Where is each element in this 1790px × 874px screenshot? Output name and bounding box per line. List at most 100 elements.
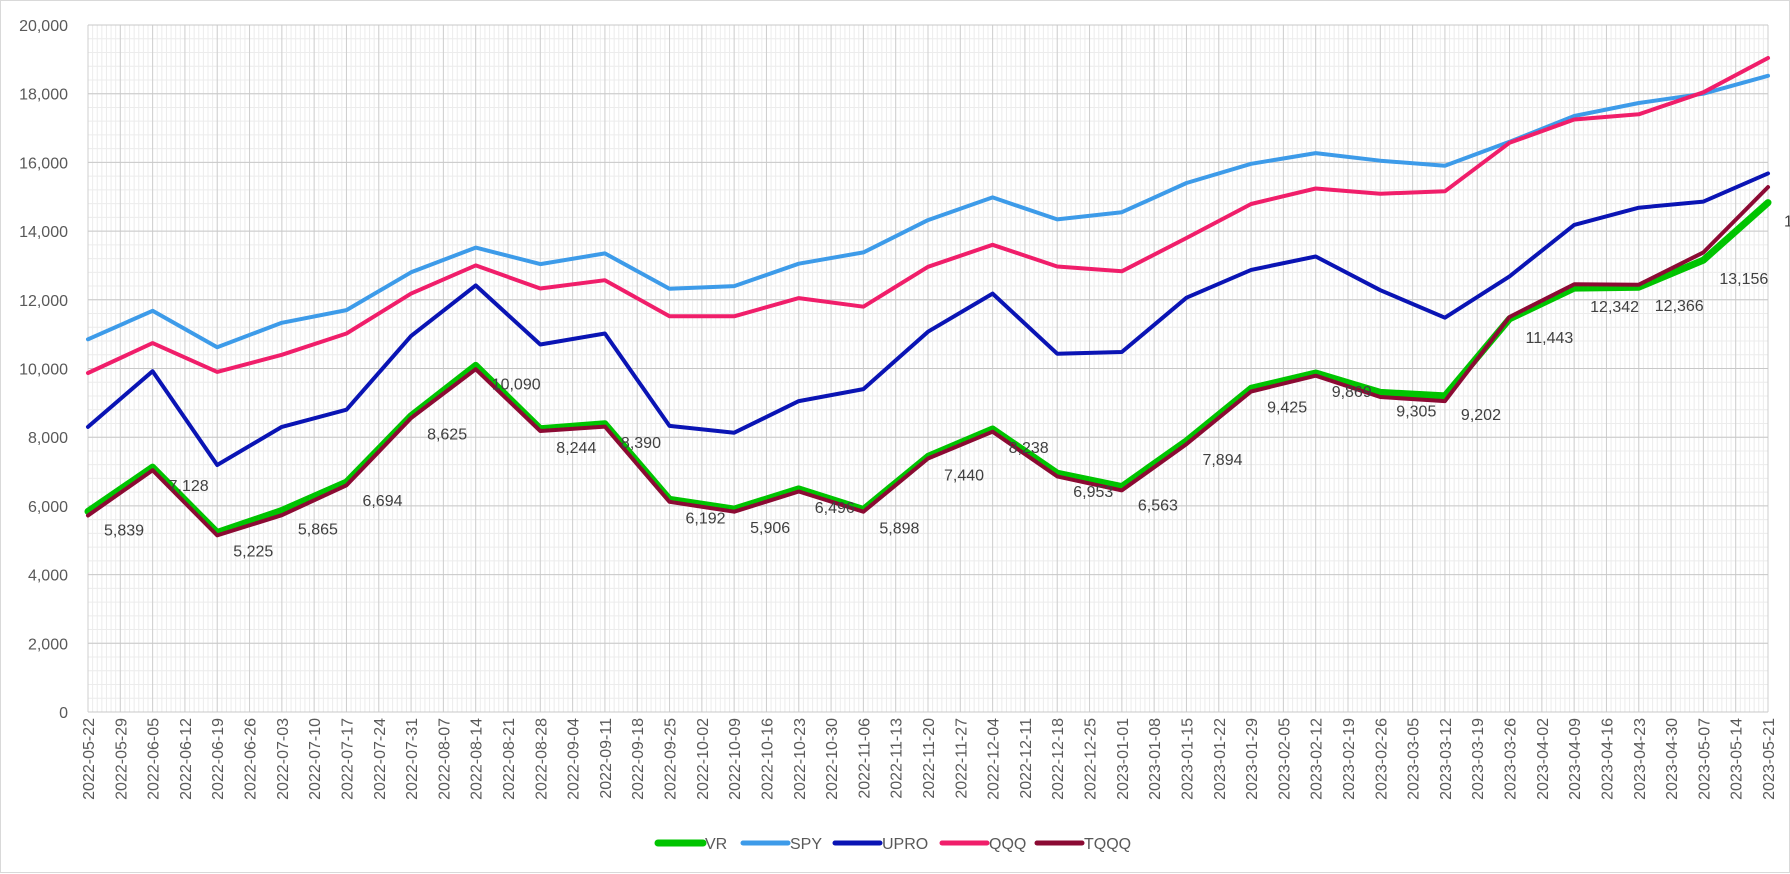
- x-tick-label: 2023-02-26: [1373, 718, 1390, 800]
- x-tick-label: 2022-07-31: [404, 718, 421, 800]
- x-tick-label: 2023-01-01: [1115, 718, 1132, 800]
- x-tick-label: 2022-06-12: [178, 718, 195, 800]
- data-label: 8,390: [621, 435, 661, 452]
- legend-label-qqq: QQQ: [989, 836, 1026, 853]
- x-tick-label: 2022-07-17: [339, 718, 356, 800]
- x-tick-label: 2022-08-14: [469, 718, 486, 800]
- data-label: 12,366: [1655, 298, 1704, 315]
- x-tick-label: 2022-10-16: [759, 718, 776, 800]
- y-tick-label: 6,000: [28, 499, 68, 516]
- x-tick-label: 2022-09-04: [566, 718, 583, 800]
- x-tick-label: 2023-02-12: [1309, 718, 1326, 800]
- data-label: 6,953: [1073, 484, 1113, 501]
- x-tick-label: 2022-06-26: [243, 718, 260, 800]
- x-tick-label: 2022-09-11: [598, 718, 615, 799]
- x-tick-label: 2022-11-27: [953, 718, 970, 799]
- series-line-spy: [86, 73, 1770, 350]
- data-label: 8,625: [427, 427, 467, 444]
- x-tick-label: 2023-01-29: [1244, 718, 1261, 800]
- x-tick-label: 2022-12-04: [986, 718, 1003, 800]
- x-tick-label: 2023-02-19: [1341, 718, 1358, 800]
- x-tick-label: 2022-12-25: [1083, 718, 1100, 800]
- data-label: 7,894: [1202, 452, 1242, 469]
- x-tick-label: 2022-10-02: [695, 718, 712, 800]
- data-label: 6,694: [362, 493, 402, 510]
- data-label: 13,156: [1719, 271, 1768, 288]
- x-tick-label: 2023-04-02: [1535, 718, 1552, 800]
- x-tick-label: 2023-04-09: [1567, 718, 1584, 800]
- x-tick-label: 2022-07-10: [307, 718, 324, 800]
- x-tick-label: 2022-07-03: [275, 718, 292, 800]
- x-tick-label: 2023-01-08: [1147, 718, 1164, 800]
- data-label: 9,425: [1267, 399, 1307, 416]
- x-tick-label: 2022-09-25: [663, 718, 680, 800]
- data-labels: 5,839 7,128 5,225 5,865 6,694 8,625 10,090 8,24…: [104, 214, 1790, 561]
- x-tick-label: 2023-02-05: [1276, 718, 1293, 800]
- data-label: 7,440: [944, 467, 984, 484]
- data-label: 6,192: [686, 510, 726, 527]
- y-tick-label: 10,000: [19, 362, 68, 379]
- x-tick-label: 2023-04-16: [1599, 718, 1616, 800]
- data-label: 8,244: [556, 440, 596, 457]
- x-tick-label: 2022-09-18: [630, 718, 647, 800]
- legend-label-tqqq: TQQQ: [1084, 836, 1131, 853]
- y-tick-label: 12,000: [19, 293, 68, 310]
- data-label: 5,906: [750, 520, 790, 537]
- x-tick-label: 2022-12-18: [1050, 718, 1067, 800]
- x-tick-label: 2023-05-21: [1761, 718, 1778, 800]
- data-label: 5,839: [104, 522, 144, 539]
- data-label: 7,128: [169, 478, 209, 495]
- x-tick-label: 2023-03-05: [1406, 718, 1423, 800]
- data-label: 11,443: [1526, 330, 1574, 347]
- x-tick-label: 2022-06-19: [210, 718, 227, 800]
- grid: [87, 24, 1769, 713]
- data-label: 10,090: [492, 376, 541, 393]
- y-tick-label: 18,000: [19, 87, 68, 104]
- x-tick-label: 2022-05-29: [113, 718, 130, 800]
- x-tick-label: 2023-01-15: [1179, 718, 1196, 800]
- y-tick-label: 0: [59, 705, 68, 722]
- y-tick-label: 4,000: [28, 568, 68, 585]
- legend-label-upro: UPRO: [882, 836, 928, 853]
- legend-label-vr: VR: [705, 836, 727, 853]
- x-tick-label: 2022-08-28: [533, 718, 550, 800]
- series-line-tqqq: [86, 185, 1770, 538]
- x-tick-label: 2022-07-24: [372, 718, 389, 800]
- y-tick-label: 14,000: [19, 224, 68, 241]
- series-line-qqq: [86, 56, 1770, 375]
- x-tick-label: 2023-05-14: [1729, 718, 1746, 800]
- x-tick-label: 2022-11-20: [921, 718, 938, 799]
- series-lines: [84, 56, 1772, 538]
- data-label: 14,829: [1784, 214, 1790, 231]
- data-label: 9,202: [1461, 407, 1501, 424]
- data-label: 8,238: [1009, 440, 1049, 457]
- x-tick-label: 2022-10-30: [824, 718, 841, 800]
- legend: VR SPY UPRO QQQ TQQQ: [654, 836, 1131, 853]
- x-tick-label: 2022-12-11: [1018, 718, 1035, 799]
- data-label: 9,869: [1332, 384, 1372, 401]
- y-tick-label: 16,000: [19, 155, 68, 172]
- x-tick-label: 2022-11-06: [856, 718, 873, 799]
- y-tick-label: 8,000: [28, 430, 68, 447]
- x-tick-label: 2022-10-23: [792, 718, 809, 800]
- data-label: 5,865: [298, 522, 338, 539]
- x-tick-label: 2023-03-26: [1503, 718, 1520, 800]
- y-axis-tick-labels: 0 2,000 4,000 6,000 8,000 10,000 12,000 14,000 1…: [19, 18, 68, 722]
- data-label: 5,225: [233, 544, 273, 561]
- legend-label-spy: SPY: [790, 836, 822, 853]
- x-tick-label: 2023-03-19: [1470, 718, 1487, 800]
- data-label: 6,496: [815, 500, 855, 517]
- y-tick-label: 20,000: [19, 18, 68, 35]
- x-tick-label: 2022-08-21: [501, 718, 518, 800]
- x-tick-label: 2023-04-23: [1632, 718, 1649, 800]
- x-tick-label: 2022-05-22: [81, 718, 98, 800]
- x-tick-label: 2022-08-07: [436, 718, 453, 800]
- series-line-upro: [86, 171, 1770, 467]
- data-label: 9,305: [1396, 403, 1436, 420]
- x-tick-label: 2022-10-09: [727, 718, 744, 800]
- x-tick-label: 2022-06-05: [146, 718, 163, 800]
- y-tick-label: 2,000: [28, 636, 68, 653]
- x-tick-label: 2023-04-30: [1664, 718, 1681, 800]
